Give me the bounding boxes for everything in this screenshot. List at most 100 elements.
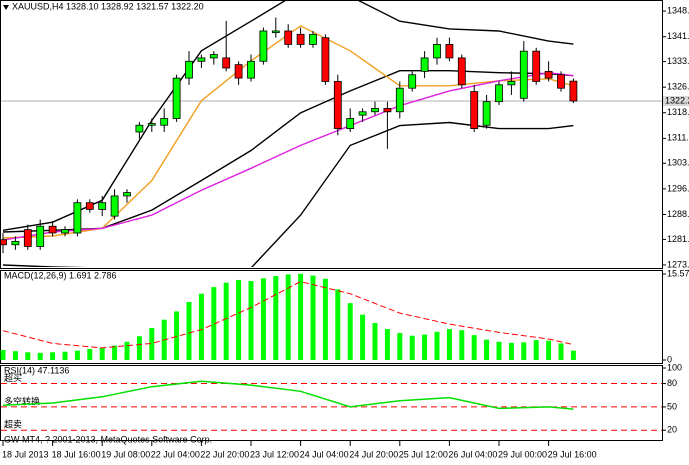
macd-title: MACD(12,26,9) 1.691 2.786	[4, 270, 117, 280]
candle-body	[271, 30, 280, 34]
x-tick-label: 24 Jul 04:00	[300, 449, 349, 459]
candle-body	[1, 239, 7, 246]
candle-body	[445, 44, 454, 59]
y-tick-label: 1333.9	[667, 56, 689, 66]
footer: GW MT4, ? 2001-2013, MetaQuotes Software…	[4, 434, 212, 444]
macd-bar	[533, 340, 539, 360]
macd-bar	[384, 329, 390, 360]
macd-bar	[25, 352, 31, 360]
macd-bar	[508, 342, 514, 360]
level-label: 多空转换	[4, 395, 40, 406]
macd-bar	[223, 282, 229, 360]
current-price-label: 1322.2	[665, 95, 689, 105]
macd-bar	[0, 350, 6, 360]
rsi-title: RSI(14) 47.1136	[4, 365, 69, 375]
candle-body	[234, 64, 243, 79]
macd-bar	[570, 350, 576, 360]
candle-body	[172, 77, 181, 119]
y-tick-label: 80	[667, 378, 677, 388]
candle-body	[408, 74, 417, 89]
candle-body	[495, 84, 503, 103]
candle-body	[507, 81, 516, 86]
x-tick-label: 23 Jul 12:00	[250, 449, 299, 459]
x-tick-label: 25 Jul 12:00	[399, 449, 448, 459]
y-tick-label: 1273.5	[667, 259, 689, 269]
candle-body	[470, 91, 479, 130]
candle-body	[85, 202, 94, 210]
candle-body	[532, 50, 541, 82]
candle-body	[222, 57, 231, 69]
plot-area	[1, 1, 662, 267]
candle-body	[395, 87, 404, 113]
macd-bar	[335, 289, 341, 360]
candle-body	[557, 74, 565, 89]
macd-bar	[112, 345, 118, 360]
y-tick-label: 1296.1	[667, 183, 689, 193]
macd-bar	[310, 275, 316, 360]
candle-body	[519, 50, 528, 99]
macd-bar	[360, 314, 366, 360]
candle-body	[98, 202, 107, 210]
macd-bar	[484, 339, 490, 360]
macd-bar	[558, 343, 564, 360]
candle-body	[123, 192, 131, 197]
candle-body	[383, 108, 392, 113]
macd-bar	[236, 279, 242, 360]
macd-bar	[37, 352, 43, 360]
candle-body	[61, 229, 69, 234]
macd-bar	[87, 348, 93, 360]
rsi-panel	[0, 365, 663, 441]
candle-body	[296, 33, 305, 45]
candle-body	[197, 57, 206, 62]
macd-bar	[124, 341, 130, 360]
candle-body	[482, 101, 491, 126]
menu-arrow	[3, 5, 9, 10]
x-tick-label: 18 Jul 2013	[2, 449, 49, 459]
macd-bar	[12, 351, 18, 360]
candle-body	[135, 124, 144, 133]
candle-body	[544, 70, 553, 79]
main-panel	[0, 0, 663, 269]
indicator-line	[2, 121, 574, 267]
macd-bar	[198, 293, 204, 360]
candle-body	[147, 123, 156, 126]
candle-body	[420, 57, 429, 72]
candle-body	[321, 37, 330, 82]
macd-bar	[446, 329, 452, 360]
rsi-line	[2, 380, 574, 410]
y-tick-label: 1303.7	[667, 158, 689, 168]
macd-bar	[322, 278, 328, 360]
macd-bar	[409, 335, 415, 360]
candle-body	[247, 60, 255, 79]
macd-bar	[434, 331, 440, 360]
candle-body	[185, 60, 193, 79]
macd-bar	[422, 334, 428, 360]
macd-bar	[136, 336, 142, 360]
macd-bar	[546, 340, 552, 360]
candle-body	[11, 241, 20, 246]
candle-body	[284, 30, 293, 45]
candle-body	[48, 225, 57, 234]
indicator-line	[2, 71, 574, 241]
x-tick-label: 26 Jul 04:00	[448, 449, 497, 459]
macd-bar	[273, 276, 279, 360]
x-tick-label: 29 Jul 00:00	[498, 449, 547, 459]
level-label: 超买	[4, 372, 22, 383]
macd-bar	[372, 323, 378, 360]
candle-body	[23, 229, 32, 247]
x-tick-label: 18 Jul 16:00	[52, 449, 101, 459]
macd-bar	[260, 278, 266, 360]
candle-body	[259, 30, 268, 62]
y-tick-label: 1311.1	[667, 133, 689, 143]
y-tick-label: 1281.1	[667, 234, 689, 244]
candle-body	[73, 202, 82, 234]
candle-body	[569, 80, 578, 102]
y-tick-label: 0	[667, 354, 672, 364]
macd-panel	[0, 270, 663, 364]
y-tick-label: 20	[667, 425, 677, 435]
candle-body	[457, 57, 466, 86]
macd-bar	[298, 273, 304, 360]
macd-bar	[459, 330, 465, 360]
